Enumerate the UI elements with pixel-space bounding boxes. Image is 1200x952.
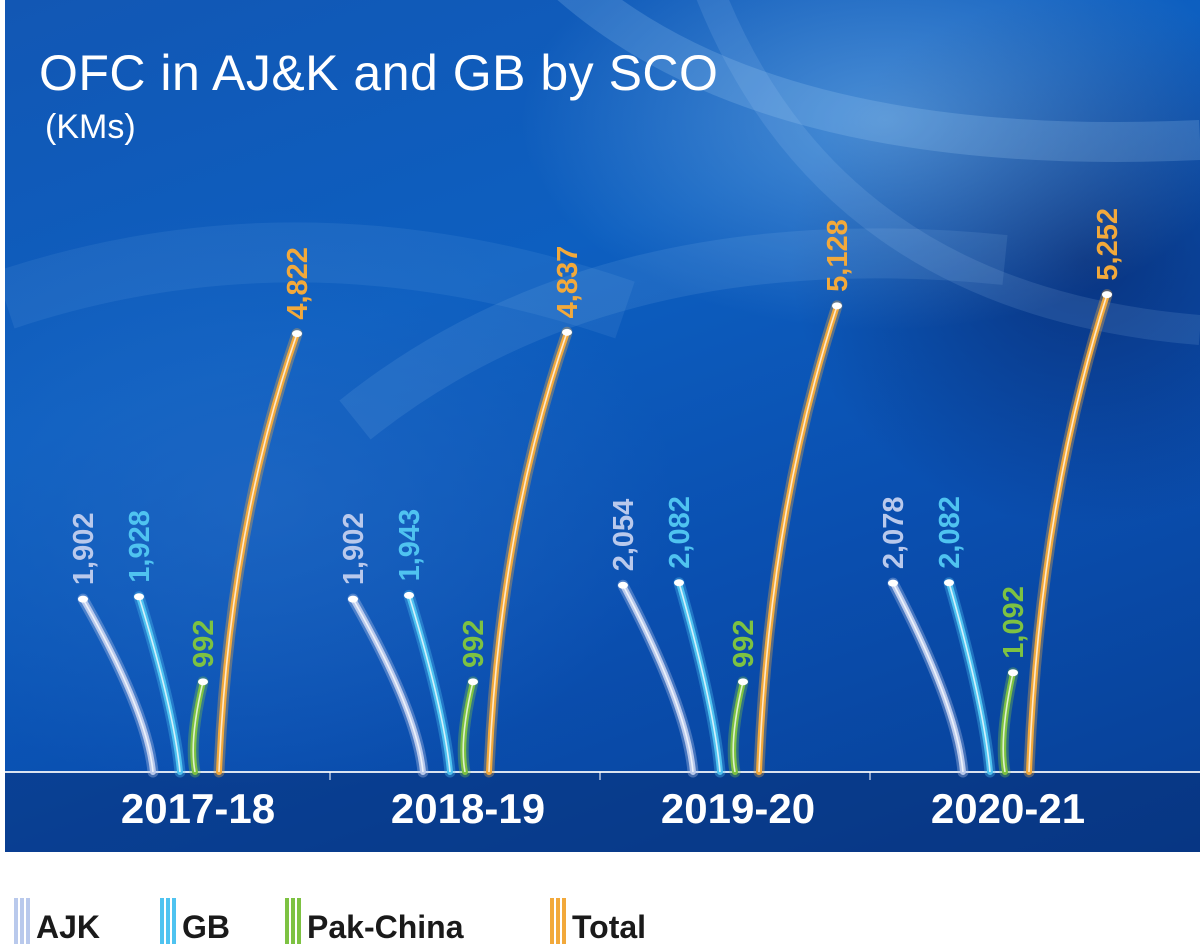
fiber-core-gb	[948, 582, 991, 773]
fiber-core-ajk	[892, 582, 964, 773]
fiber-line-total	[216, 330, 300, 775]
data-label-pak-china: 992	[458, 619, 490, 667]
chart-panel: 1,902 1,928 992 4,822 2017-18 1,902 1,943 992 4,…	[5, 0, 1200, 852]
fiber-core-total	[758, 305, 838, 773]
fiber-core-ajk	[352, 598, 424, 773]
data-label-gb: 1,943	[394, 509, 426, 582]
legend-swatch-ajk	[14, 898, 30, 944]
chart-title: OFC in AJ&K and GB by SCO	[39, 45, 719, 101]
fiber-glow-total	[213, 328, 303, 778]
fiber-tip-pak-china	[738, 678, 748, 686]
fiber-core-total	[488, 332, 568, 773]
chart-svg: 1,902 1,928 992 4,822 2017-18 1,902 1,943 992 4,…	[5, 0, 1200, 852]
data-label-total: 5,252	[1092, 208, 1124, 281]
fiber-core-total	[218, 333, 298, 773]
data-label-total: 4,837	[552, 246, 584, 319]
data-label-ajk: 1,902	[338, 513, 370, 586]
x-axis-band	[5, 772, 1200, 852]
fiber-tip-gb	[134, 593, 144, 601]
fiber-line-total	[1026, 291, 1110, 775]
fiber-tip-ajk	[78, 595, 88, 603]
data-label-ajk: 1,902	[68, 513, 100, 586]
fiber-tip-gb	[944, 579, 954, 587]
fiber-tip-gb	[404, 591, 414, 599]
fiber-line-total	[756, 302, 840, 775]
fiber-tip-ajk	[888, 579, 898, 587]
fiber-core-gb	[138, 596, 181, 773]
x-tick-label: 2019-20	[661, 785, 815, 832]
fiber-glow-total	[483, 326, 573, 778]
chart-subtitle: (KMs)	[45, 108, 136, 146]
fiber-core-gb	[678, 582, 721, 773]
x-tick-label: 2020-21	[931, 785, 1085, 832]
fiber-core-pak-china	[1002, 672, 1014, 773]
fiber-tip-ajk	[348, 595, 358, 603]
fiber-core-ajk	[82, 598, 154, 773]
fiber-core-pak-china	[732, 681, 744, 773]
legend-item-pak-china: Pak-China	[285, 894, 463, 944]
fiber-tip-total	[562, 328, 572, 336]
fiber-core-gb	[408, 595, 451, 773]
legend-swatch-total	[550, 898, 566, 944]
fiber-tip-ajk	[618, 581, 628, 589]
legend-label-ajk: AJK	[36, 909, 101, 945]
fiber-core-ajk	[622, 584, 694, 773]
fiber-tip-total	[832, 302, 842, 310]
data-label-total: 5,128	[822, 219, 854, 292]
chart-marks: 1,902 1,928 992 4,822 2017-18 1,902 1,943 992 4,…	[68, 208, 1124, 832]
legend-label-gb: GB	[182, 909, 230, 945]
x-tick-label: 2018-19	[391, 785, 545, 832]
legend-item-total: Total	[550, 894, 646, 944]
fiber-tip-pak-china	[1008, 669, 1018, 677]
fiber-glow-total	[753, 300, 843, 778]
legend: AJK GB Pak-China Total	[0, 880, 1200, 952]
legend-item-gb: GB	[160, 894, 230, 944]
legend-label-pak-china: Pak-China	[307, 909, 464, 945]
fiber-tip-pak-china	[468, 678, 478, 686]
fiber-core-pak-china	[192, 681, 204, 773]
fiber-glow-total	[1023, 289, 1113, 778]
data-label-total: 4,822	[282, 247, 314, 320]
fiber-tip-pak-china	[198, 678, 208, 686]
data-label-gb: 2,082	[934, 496, 966, 569]
fiber-line-total	[486, 329, 570, 775]
legend-swatch-gb	[160, 898, 176, 944]
data-label-gb: 1,928	[124, 510, 156, 583]
data-label-pak-china: 992	[188, 619, 220, 667]
fiber-tip-total	[1102, 291, 1112, 299]
data-label-ajk: 2,054	[608, 499, 640, 572]
fiber-core-total	[1028, 294, 1108, 773]
data-label-ajk: 2,078	[878, 497, 910, 570]
fiber-tip-total	[292, 330, 302, 338]
fiber-core-pak-china	[462, 681, 474, 773]
legend-item-ajk: AJK	[14, 894, 100, 944]
fiber-tip-gb	[674, 579, 684, 587]
legend-swatch-pak-china	[285, 898, 301, 944]
data-label-pak-china: 1,092	[998, 586, 1030, 659]
legend-label-total: Total	[572, 909, 647, 945]
data-label-pak-china: 992	[728, 619, 760, 667]
data-label-gb: 2,082	[664, 496, 696, 569]
x-tick-label: 2017-18	[121, 785, 275, 832]
